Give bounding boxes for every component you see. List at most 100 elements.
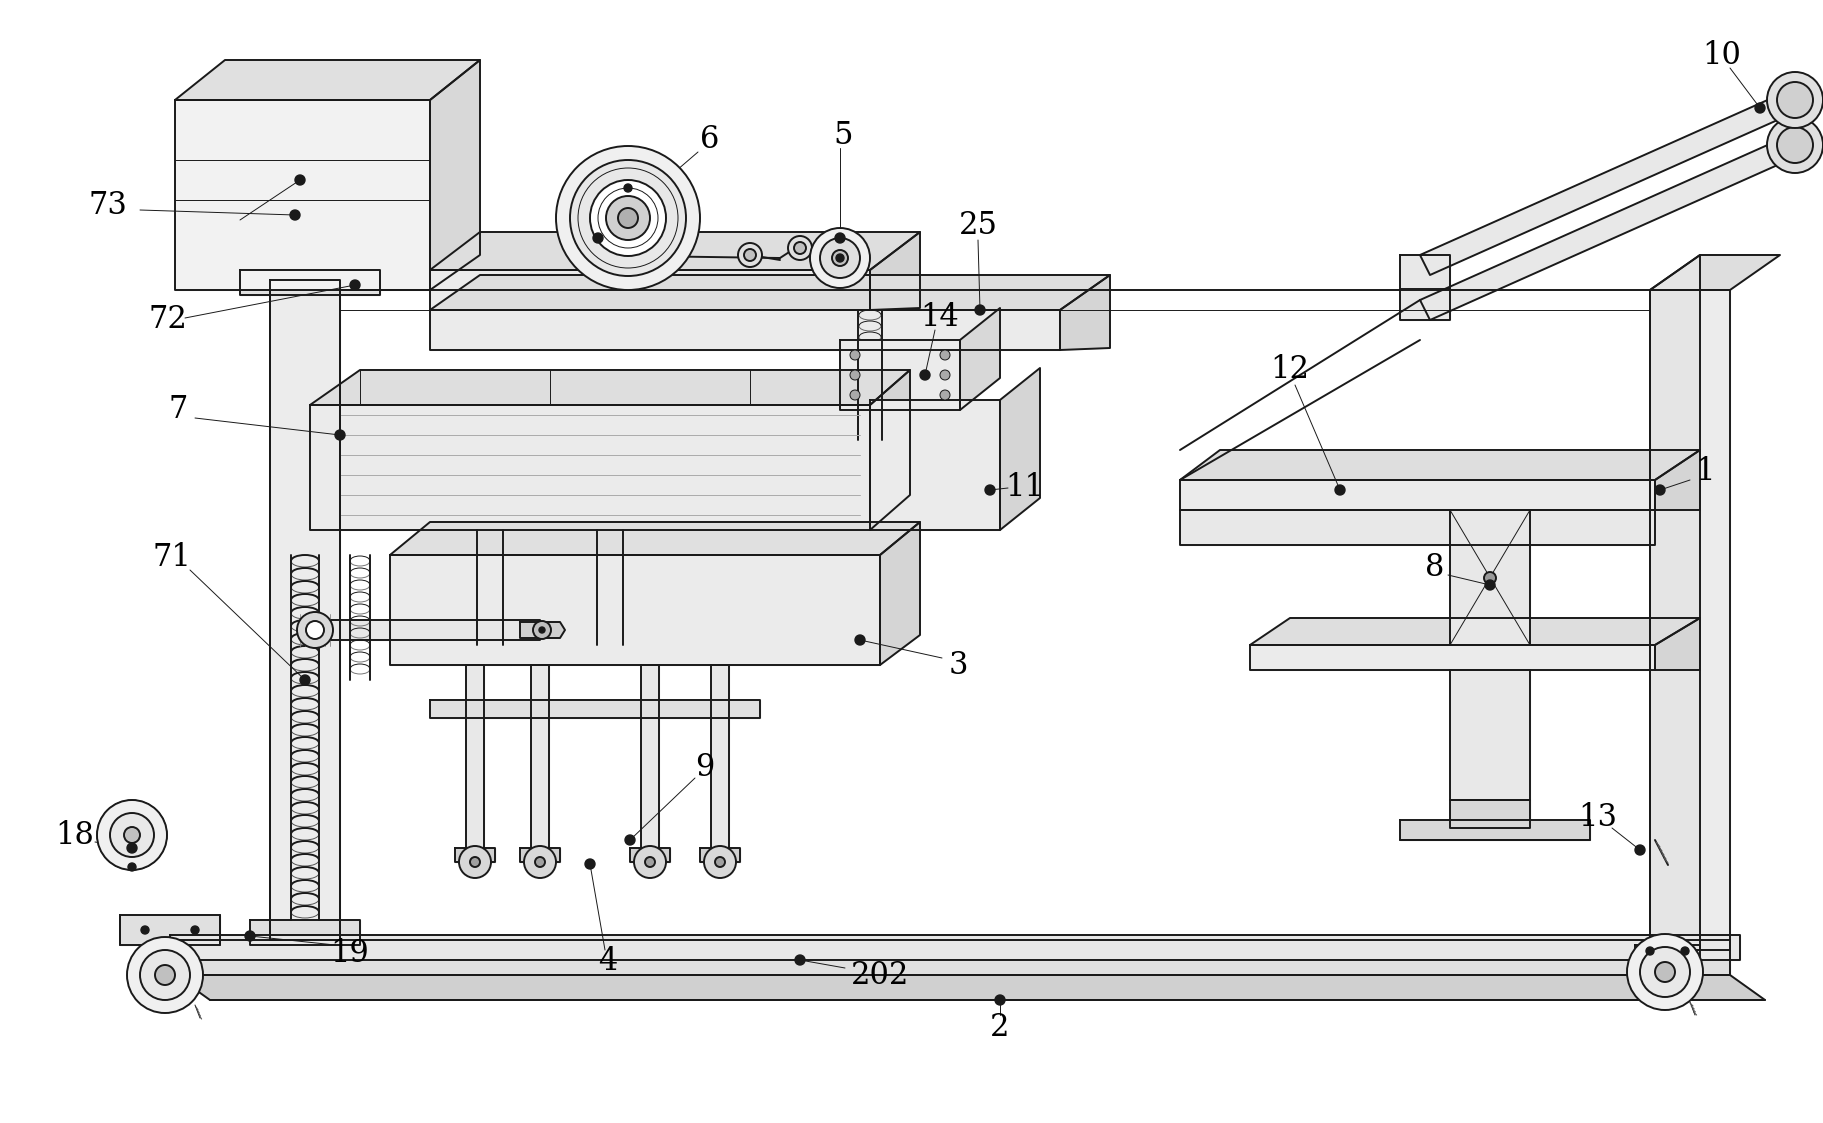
Circle shape — [335, 430, 345, 440]
Circle shape — [301, 675, 310, 685]
Polygon shape — [530, 665, 549, 860]
Polygon shape — [520, 622, 565, 638]
Circle shape — [124, 827, 140, 843]
Polygon shape — [520, 848, 560, 862]
Polygon shape — [1449, 670, 1529, 800]
Circle shape — [350, 280, 359, 290]
Circle shape — [941, 369, 950, 380]
Circle shape — [618, 208, 638, 228]
Text: 3: 3 — [948, 649, 968, 681]
Polygon shape — [1400, 255, 1449, 320]
Circle shape — [837, 254, 844, 262]
Text: 8: 8 — [1426, 553, 1444, 584]
Circle shape — [1777, 127, 1814, 163]
Circle shape — [532, 621, 551, 639]
Circle shape — [623, 184, 633, 192]
Circle shape — [605, 197, 651, 240]
Circle shape — [306, 621, 324, 639]
Polygon shape — [881, 522, 921, 665]
Text: 10: 10 — [1703, 39, 1741, 71]
Polygon shape — [1420, 90, 1799, 275]
Polygon shape — [175, 940, 1730, 975]
Circle shape — [128, 862, 137, 871]
Circle shape — [1641, 947, 1690, 997]
Text: 73: 73 — [89, 190, 128, 220]
Text: 71: 71 — [153, 542, 191, 574]
Circle shape — [738, 243, 762, 267]
Polygon shape — [175, 60, 479, 100]
Polygon shape — [430, 270, 870, 310]
Polygon shape — [711, 665, 729, 860]
Polygon shape — [1650, 255, 1701, 950]
Text: 202: 202 — [851, 959, 910, 990]
Polygon shape — [631, 848, 671, 862]
Polygon shape — [961, 308, 1001, 410]
Circle shape — [128, 937, 202, 1013]
Circle shape — [290, 210, 301, 220]
Polygon shape — [175, 100, 430, 290]
Circle shape — [592, 232, 603, 243]
Text: 4: 4 — [598, 947, 618, 977]
Circle shape — [297, 612, 334, 648]
Polygon shape — [390, 555, 881, 665]
Circle shape — [295, 175, 304, 185]
Polygon shape — [310, 405, 870, 530]
Polygon shape — [467, 665, 483, 860]
Circle shape — [128, 843, 137, 853]
Polygon shape — [1179, 510, 1655, 545]
Circle shape — [140, 926, 149, 934]
Polygon shape — [430, 700, 760, 718]
Circle shape — [634, 846, 665, 878]
Circle shape — [1635, 844, 1644, 855]
Circle shape — [1655, 485, 1664, 495]
Circle shape — [984, 485, 995, 495]
Text: 6: 6 — [700, 125, 720, 155]
Polygon shape — [1420, 135, 1799, 320]
Polygon shape — [310, 620, 540, 640]
Text: 13: 13 — [1579, 803, 1617, 833]
Polygon shape — [1449, 800, 1529, 828]
Polygon shape — [270, 280, 341, 940]
Circle shape — [995, 995, 1004, 1005]
Circle shape — [788, 236, 811, 261]
Circle shape — [855, 634, 864, 645]
Circle shape — [1756, 103, 1765, 113]
Polygon shape — [1251, 645, 1655, 670]
Circle shape — [585, 859, 594, 869]
Text: 2: 2 — [990, 1013, 1010, 1043]
Circle shape — [97, 800, 168, 870]
Polygon shape — [700, 848, 740, 862]
Text: 9: 9 — [695, 752, 715, 784]
Circle shape — [140, 950, 190, 999]
Circle shape — [850, 369, 860, 380]
Circle shape — [1766, 72, 1823, 128]
Circle shape — [1646, 947, 1653, 955]
Circle shape — [715, 857, 726, 867]
Circle shape — [1655, 962, 1675, 982]
Polygon shape — [456, 848, 496, 862]
Circle shape — [831, 250, 848, 266]
Polygon shape — [1001, 368, 1039, 530]
Polygon shape — [1179, 480, 1655, 510]
Circle shape — [1486, 579, 1495, 590]
Circle shape — [744, 249, 757, 261]
Polygon shape — [310, 369, 910, 405]
Circle shape — [941, 390, 950, 400]
Polygon shape — [642, 665, 658, 860]
Polygon shape — [175, 975, 1765, 999]
Polygon shape — [840, 340, 961, 410]
Text: 12: 12 — [1271, 355, 1309, 385]
Polygon shape — [870, 232, 921, 310]
Text: 18: 18 — [55, 820, 95, 850]
Text: 5: 5 — [833, 119, 853, 150]
Circle shape — [941, 350, 950, 360]
Circle shape — [591, 180, 665, 256]
Polygon shape — [390, 522, 921, 555]
Circle shape — [921, 369, 930, 380]
Polygon shape — [1400, 820, 1590, 840]
Text: 7: 7 — [168, 394, 188, 426]
Circle shape — [645, 857, 654, 867]
Polygon shape — [870, 400, 1001, 530]
Polygon shape — [1251, 618, 1701, 645]
Polygon shape — [1449, 510, 1529, 645]
